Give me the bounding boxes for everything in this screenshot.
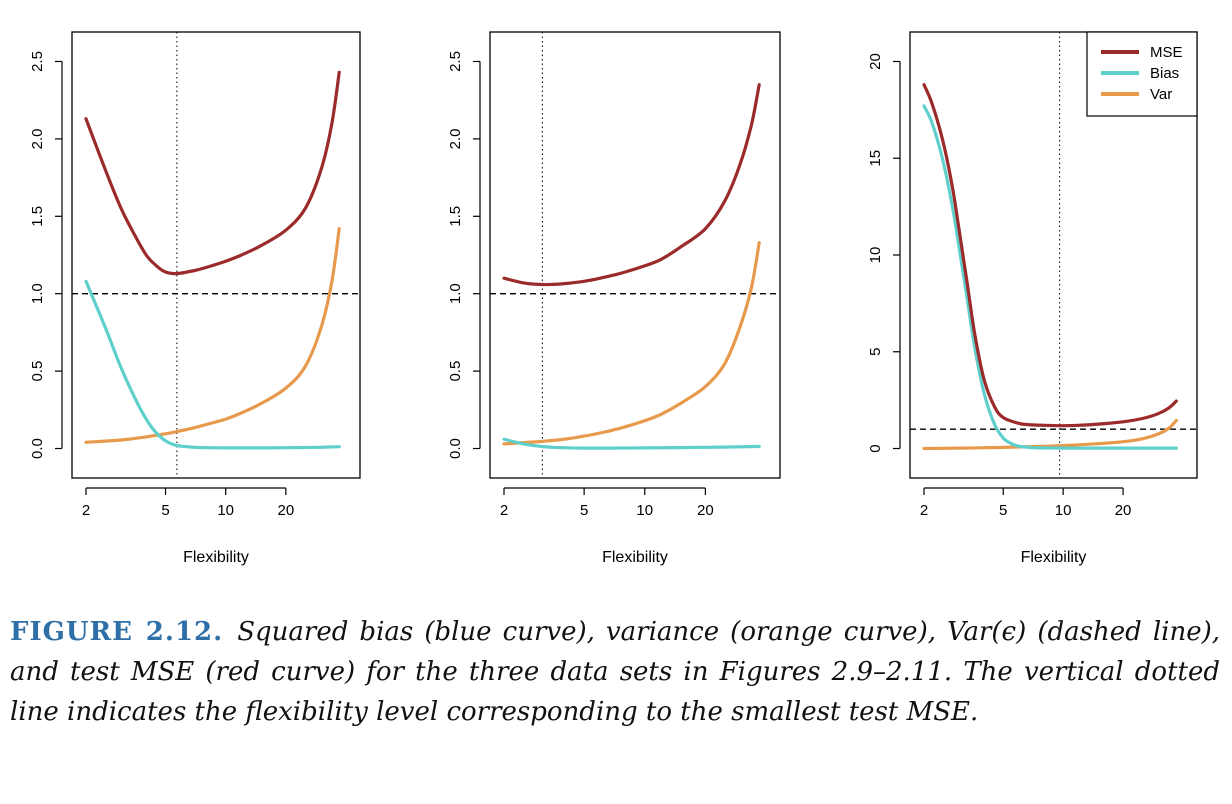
series-mse-line [84, 70, 341, 276]
series-var-line [84, 227, 341, 444]
x-tick-label: 20 [1115, 502, 1132, 519]
plot-frame [489, 31, 781, 479]
x-axis-label: Flexibility [183, 549, 249, 566]
y-tick-label: 1.0 [447, 283, 464, 304]
y-tick-label: 0.0 [29, 438, 46, 459]
legend-label-var: Var [1150, 86, 1172, 103]
x-tick-label: 5 [580, 502, 588, 519]
y-tick-label: 2.0 [447, 128, 464, 149]
x-tick-label: 2 [500, 502, 508, 519]
y-tick-label: 0.5 [29, 361, 46, 382]
y-tick-label: 5 [867, 348, 884, 356]
y-tick-label: 15 [867, 150, 884, 167]
panel-2: 0.0 0.5 1.0 1.5 2.0 2.5 2 5 10 20 Flexibility [447, 31, 781, 566]
y-tick-label: 10 [867, 247, 884, 264]
y-tick-label: 1.5 [29, 206, 46, 227]
plot-frame [71, 31, 361, 479]
series-mse-line [502, 83, 761, 287]
x-tick-label: 20 [277, 502, 294, 519]
x-tick-label: 10 [636, 502, 653, 519]
y-tick-label: 1.0 [29, 283, 46, 304]
y-tick-label: 2.5 [29, 51, 46, 72]
legend-label-bias: Bias [1150, 65, 1179, 82]
panel-1: 0.0 0.5 1.0 1.5 2.0 2.5 2 5 10 20 Flexibility [29, 31, 361, 566]
y-tick-label: 2.0 [29, 128, 46, 149]
series-bias-line [84, 279, 341, 450]
legend-label-mse: MSE [1150, 44, 1183, 61]
x-tick-label: 20 [697, 502, 714, 519]
figure-caption: FIGURE 2.12. Squared bias (blue curve), v… [10, 612, 1220, 732]
y-tick-label: 20 [867, 53, 884, 70]
x-tick-label: 2 [82, 502, 90, 519]
x-tick-label: 5 [999, 502, 1007, 519]
y-tick-label: 2.5 [447, 51, 464, 72]
x-axis-label: Flexibility [1021, 549, 1087, 566]
series-var-line [502, 241, 761, 446]
x-axis-label: Flexibility [602, 549, 668, 566]
series-mse-line [922, 83, 1178, 428]
series-var-line [922, 418, 1178, 451]
caption-text: Squared bias (blue curve), variance (ora… [10, 617, 1220, 727]
y-tick-label: 1.5 [447, 206, 464, 227]
y-tick-label: 0.0 [447, 438, 464, 459]
plot-frame [909, 31, 1198, 479]
legend: MSE Bias Var [1086, 31, 1198, 117]
caption-label: FIGURE 2.12. [10, 617, 224, 647]
x-tick-label: 5 [161, 502, 169, 519]
x-tick-label: 10 [1055, 502, 1072, 519]
series-bias-line [502, 437, 761, 450]
y-tick-label: 0.5 [447, 361, 464, 382]
x-tick-label: 10 [217, 502, 234, 519]
y-tick-label: 0 [867, 444, 884, 452]
series-bias-line [922, 104, 1178, 450]
x-tick-label: 2 [920, 502, 928, 519]
